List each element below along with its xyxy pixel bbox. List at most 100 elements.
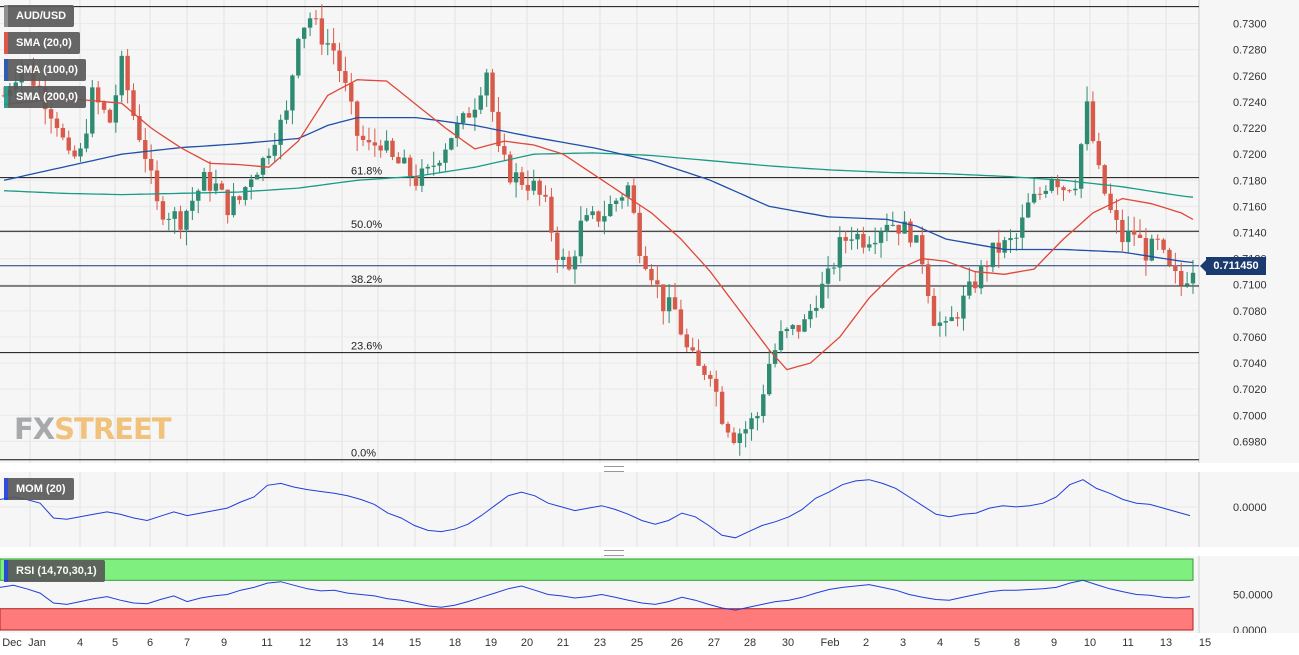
candle-body (814, 307, 819, 311)
price-axis-tick: 0.7240 (1233, 97, 1267, 109)
price-chart-svg[interactable]: 0.7300 0.7280 0.7260 0.7240 0.7220 0.7200 0.71… (0, 0, 1299, 463)
candle-body (608, 203, 613, 217)
candle-body (519, 172, 525, 185)
candle-body (378, 145, 383, 151)
candle-body (990, 242, 996, 268)
candle-body (1008, 238, 1013, 241)
candle-body (219, 183, 224, 190)
time-axis-label: 10 (1083, 637, 1097, 649)
candle-body (955, 317, 960, 319)
price-axis-tick: 0.7160 (1233, 201, 1267, 213)
pane-resize-handle-1[interactable] (604, 466, 624, 472)
candle-body (672, 297, 678, 310)
candle-body (402, 157, 407, 164)
momentum-chart-svg[interactable]: 0.0000 (0, 472, 1299, 547)
time-axis-label: 28 (743, 637, 757, 649)
candle-body (996, 242, 1001, 253)
momentum-panel[interactable]: 0.0000 MOM (20) (0, 472, 1299, 547)
price-axis-tick: 0.7180 (1233, 175, 1267, 187)
candle-body (984, 265, 990, 268)
candle-body (1073, 188, 1078, 191)
candle-body (802, 319, 807, 332)
rsi-panel[interactable]: 50.0000 0.0000 RSI (14,70,30,1) (0, 556, 1299, 633)
rsi-badge[interactable]: RSI (14,70,30,1) (4, 560, 105, 582)
candle-body (496, 111, 501, 147)
time-axis-label: 11 (261, 637, 273, 649)
symbol-badge[interactable]: AUD/USD (4, 5, 75, 27)
candle-body (1149, 238, 1154, 261)
candle-body (1102, 165, 1107, 194)
candle-body (1114, 210, 1119, 220)
candle-body (837, 237, 843, 268)
candle-body (54, 118, 60, 129)
time-axis-label: 9 (1050, 637, 1058, 649)
sma200-badge[interactable]: SMA (200,0) (4, 86, 86, 108)
candle-body (466, 113, 472, 118)
candle-body (808, 310, 813, 320)
time-axis-label: 9 (220, 637, 228, 649)
candle-body (708, 374, 713, 379)
candle-body (66, 137, 71, 151)
candle-body (961, 295, 966, 319)
candle-body (1161, 239, 1166, 250)
candle-body (596, 211, 601, 222)
candle-body (678, 309, 684, 335)
candle-body (349, 82, 354, 102)
candle-body (449, 138, 454, 150)
sma100-badge[interactable]: SMA (100,0) (4, 59, 86, 81)
sma20-badge[interactable]: SMA (20,0) (4, 32, 80, 54)
price-axis-tick: 0.7280 (1233, 45, 1267, 57)
candle-body (1084, 101, 1090, 145)
candle-body (525, 184, 531, 191)
candle-body (925, 264, 931, 296)
candle-body (178, 211, 183, 230)
candle-body (1090, 101, 1096, 142)
rsi-line (0, 579, 1191, 611)
price-axis-tick: 0.7300 (1233, 19, 1267, 31)
candle-body (731, 432, 737, 443)
sma200-color-mark (4, 86, 8, 108)
mom-badge[interactable]: MOM (20) (4, 478, 74, 500)
candle-body (931, 295, 937, 326)
candle-body (967, 281, 972, 296)
candle-body (313, 18, 319, 20)
candle-body (478, 95, 483, 110)
price-axis-tick: 0.7060 (1233, 332, 1267, 344)
candle-body (778, 331, 784, 351)
fibonacci-label: 38.2% (351, 274, 382, 286)
candle-body (84, 133, 89, 149)
time-axis-label: 12 (298, 637, 312, 649)
time-axis-label: 26 (670, 637, 684, 649)
candle-body (878, 231, 884, 243)
candle-body (1120, 219, 1125, 243)
time-axis-label: 14 (371, 637, 385, 649)
price-axis-tick: 0.7100 (1233, 280, 1267, 292)
rsi-chart-svg[interactable]: 50.0000 0.0000 (0, 556, 1299, 633)
candle-body (172, 211, 177, 219)
candle-body (254, 174, 260, 180)
candle-body (455, 122, 460, 139)
price-axis-tick: 0.6980 (1233, 436, 1267, 448)
candle-body (590, 211, 595, 216)
candle-body (1137, 234, 1143, 238)
candle-body (231, 196, 236, 216)
rsi-oversold-zone (0, 608, 1194, 631)
time-axis-label: 13 (335, 637, 349, 649)
candle-body (513, 172, 519, 183)
candle-body (95, 87, 101, 103)
candle-body (207, 171, 213, 191)
candle-body (249, 179, 254, 188)
candle-body (431, 165, 436, 167)
candle-body (725, 423, 731, 433)
time-axis-label: 27 (707, 637, 721, 649)
candle-body (1155, 238, 1160, 240)
mom-color-mark (4, 478, 8, 500)
candle-body (908, 221, 913, 243)
price-chart-panel[interactable]: 0.7300 0.7280 0.7260 0.7240 0.7220 0.7200 0.71… (0, 0, 1299, 463)
candle-body (902, 221, 907, 234)
candle-body (184, 210, 189, 230)
candle-body (72, 150, 77, 157)
pane-resize-handle-2[interactable] (604, 550, 624, 556)
candle-body (425, 166, 431, 169)
rsi-color-mark (4, 560, 8, 582)
